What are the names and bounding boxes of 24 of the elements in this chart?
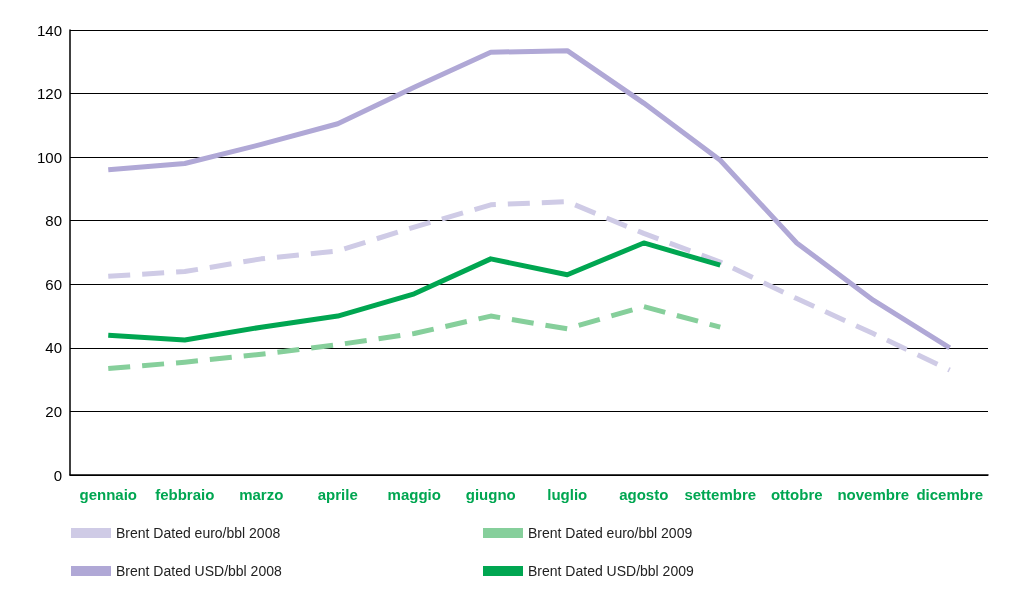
y-tick-label: 40 — [45, 339, 62, 357]
x-tick-label: ottobre — [770, 486, 823, 503]
y-tick-label: 60 — [45, 275, 62, 293]
x-tick-label: giugno — [465, 486, 516, 503]
legend-label: Brent Dated euro/bbl 2008 — [116, 525, 281, 541]
y-tick-label: 140 — [36, 21, 62, 39]
y-tick-label: 80 — [45, 212, 62, 230]
x-tick-label: febbraio — [155, 486, 215, 503]
y-tick-label: 0 — [53, 466, 62, 484]
x-tick-label: gennaio — [79, 486, 138, 503]
x-tick-label: dicembre — [916, 486, 984, 503]
x-tick-label: aprile — [317, 486, 358, 503]
x-tick-label: luglio — [547, 486, 588, 503]
x-tick-label: agosto — [619, 486, 669, 503]
x-tick-label: novembre — [837, 486, 910, 503]
x-tick-label: maggio — [387, 486, 441, 503]
legend-label: Brent Dated USD/bbl 2009 — [528, 563, 694, 579]
y-tick-label: 20 — [45, 402, 62, 420]
x-tick-label: settembre — [684, 486, 757, 503]
y-tick-label: 120 — [36, 85, 62, 103]
legend-label: Brent Dated USD/bbl 2008 — [116, 563, 282, 579]
x-tick-label: marzo — [239, 486, 284, 503]
legend-label: Brent Dated euro/bbl 2009 — [528, 525, 693, 541]
y-tick-label: 100 — [36, 148, 62, 166]
